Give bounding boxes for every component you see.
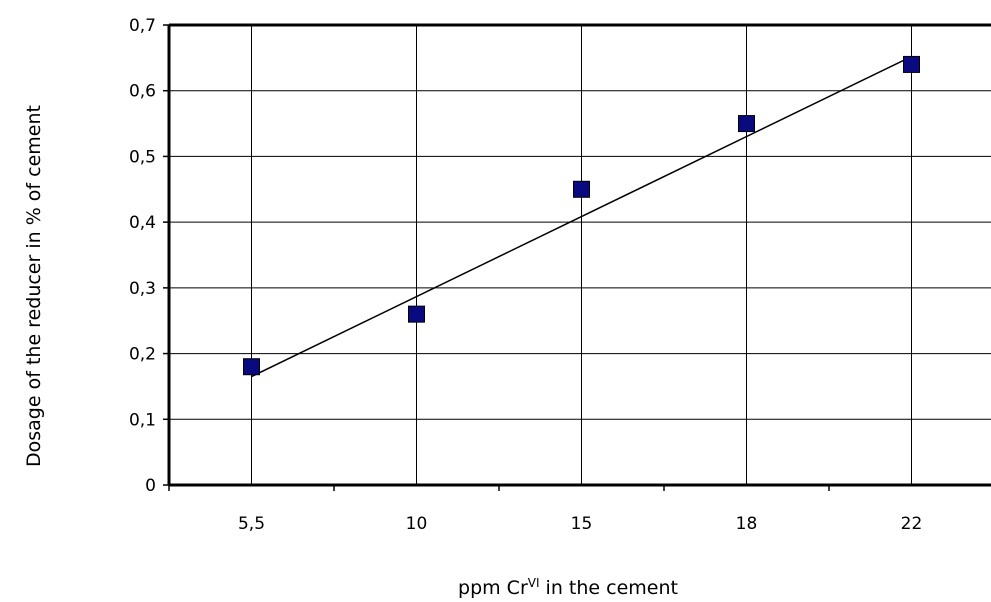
data-point: [243, 358, 260, 376]
y-tick-label: 0,7: [129, 16, 156, 36]
y-tick-label: 0,6: [129, 82, 156, 102]
y-tick-labels: 0 0,1 0,2 0,3 0,4 0,5 0,6 0,7: [129, 16, 156, 496]
data-point: [903, 55, 920, 73]
trendline: [251, 55, 912, 378]
y-tick-label: 0,2: [129, 345, 156, 365]
x-tick-label: 22: [901, 514, 923, 534]
x-axis-title: ppm CrVI in the cement: [458, 576, 678, 599]
x-tick-label: 18: [736, 514, 758, 534]
y-tick-label: 0,4: [129, 213, 156, 233]
x-tick-label: 15: [571, 514, 593, 534]
y-tick-label: 0,1: [129, 410, 156, 430]
data-point: [573, 180, 590, 198]
data-point: [738, 115, 755, 133]
y-axis-title: Dosage of the reducer in % of cement: [23, 105, 45, 467]
x-axis-title-superscript: VI: [528, 576, 540, 590]
x-tick-label: 10: [406, 514, 428, 534]
x-tick-label: 5,5: [238, 514, 265, 534]
data-points: [243, 55, 920, 376]
y-tick-label: 0: [145, 476, 156, 496]
x-axis-title-suffix: in the cement: [540, 577, 678, 599]
x-axis-title-base: ppm Cr: [458, 577, 528, 599]
y-tick-label: 0,3: [129, 279, 156, 299]
grid: [169, 24, 991, 485]
x-tick-labels: 5,5 10 15 18 22: [238, 514, 922, 534]
y-tick-label: 0,5: [129, 147, 156, 167]
trendline-group: [251, 55, 912, 378]
data-point: [408, 305, 425, 323]
plot-frame: [163, 23, 991, 491]
